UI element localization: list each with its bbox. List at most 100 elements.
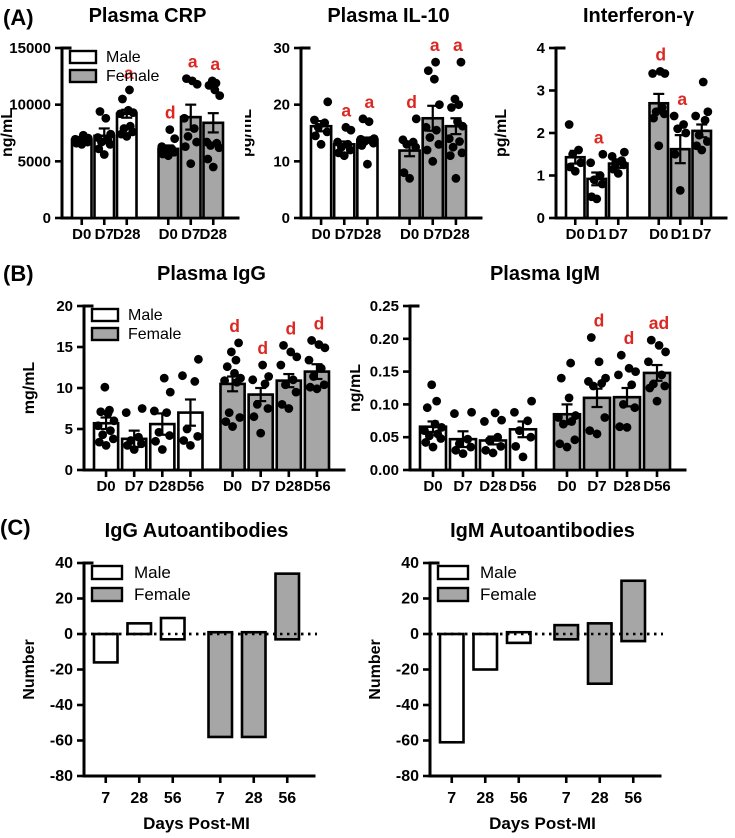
x-tick-label: D28 xyxy=(275,478,303,495)
bar xyxy=(159,616,186,641)
data-point xyxy=(428,156,438,166)
x-tick-label: D0 xyxy=(566,226,585,243)
data-point xyxy=(425,133,435,142)
y-tick-label: 40 xyxy=(401,555,419,572)
y-tick-label: 5000 xyxy=(18,153,51,170)
data-point xyxy=(514,426,524,436)
y-tick-label: 0 xyxy=(410,626,419,643)
data-point xyxy=(179,113,189,123)
y-tick-label: 0 xyxy=(537,210,545,227)
data-point xyxy=(698,77,708,87)
data-point xyxy=(137,404,147,413)
data-point xyxy=(316,363,326,373)
data-point xyxy=(405,173,414,183)
data-point xyxy=(106,426,115,436)
data-point xyxy=(584,377,593,386)
x-tick-label: D28 xyxy=(479,478,507,495)
y-tick-label: 10000 xyxy=(9,97,51,114)
data-point xyxy=(305,382,315,392)
data-point xyxy=(617,156,626,166)
data-point xyxy=(165,387,175,397)
chart-interferon-gamma: Interferon-γ pg/mL 0 1 2 3 4 D0 a D1 D7 d D0 a D1 D7 xyxy=(490,0,735,256)
data-point xyxy=(661,347,670,357)
data-point xyxy=(490,408,500,418)
y-tick-label: 0.10 xyxy=(370,396,399,413)
data-point xyxy=(208,162,218,172)
data-point xyxy=(493,432,503,442)
chart-title: IgM Autoantibodies xyxy=(450,520,635,542)
panel-a-row: Plasma CRP ng/mL 0 5000 10000 15000 D0 D7 a D28 d D… xyxy=(0,0,735,256)
data-point xyxy=(121,408,131,417)
legend-label: Male xyxy=(480,563,517,582)
panel-c-row: IgG Autoantibodies Number -80 -60 -40 -20 0 20 4… xyxy=(0,510,735,838)
data-point xyxy=(343,139,353,149)
y-tick-label: -40 xyxy=(50,697,73,714)
chart-title: Plasma IgM xyxy=(490,263,600,285)
data-point xyxy=(319,380,329,390)
data-point xyxy=(692,141,701,151)
data-point xyxy=(126,436,136,445)
data-point xyxy=(595,171,605,180)
data-point xyxy=(95,107,105,116)
x-tick-label: D0 xyxy=(557,478,576,495)
y-tick-label: 30 xyxy=(273,40,290,57)
data-point xyxy=(631,367,640,376)
data-point xyxy=(312,384,322,394)
panel-label-b: (B) xyxy=(3,261,34,286)
data-point xyxy=(137,439,146,449)
y-tick-label: 20 xyxy=(401,591,419,608)
data-point xyxy=(316,139,326,149)
data-point xyxy=(248,375,258,385)
legend-swatch xyxy=(436,586,470,603)
bar xyxy=(472,632,499,671)
y-axis-label: ng/mL xyxy=(350,364,364,412)
axes xyxy=(299,46,483,220)
y-tick-label: -80 xyxy=(396,768,419,785)
data-point xyxy=(236,373,245,383)
data-point xyxy=(279,340,288,350)
x-tick-label: D0 xyxy=(423,478,442,495)
y-tick-label: 20 xyxy=(55,591,73,608)
data-point xyxy=(607,151,617,161)
bar xyxy=(92,632,119,664)
y-tick-label: -20 xyxy=(396,662,419,679)
legend-swatch xyxy=(68,68,98,84)
data-point xyxy=(170,134,180,144)
x-tick-label: D7 xyxy=(609,226,628,243)
panel-label-a: (A) xyxy=(3,5,34,30)
data-point xyxy=(681,128,691,138)
bar xyxy=(553,623,580,641)
data-point xyxy=(420,426,429,436)
sig-letter: d xyxy=(257,338,268,358)
data-point xyxy=(600,413,610,422)
data-point xyxy=(622,422,632,432)
y-tick-label: 15000 xyxy=(9,40,51,57)
axes xyxy=(60,46,240,220)
data-point xyxy=(652,396,662,406)
data-point xyxy=(451,445,461,455)
x-tick-label: 28 xyxy=(245,790,263,807)
data-point xyxy=(310,115,319,125)
data-point xyxy=(427,380,437,390)
data-point xyxy=(597,179,607,189)
y-axis-label: pg/mL xyxy=(245,109,255,157)
data-point xyxy=(222,362,232,372)
sig-letter: a xyxy=(341,100,351,120)
data-point xyxy=(105,405,114,415)
data-point xyxy=(433,429,443,439)
sig-letter: a xyxy=(453,35,463,55)
data-point xyxy=(277,400,287,409)
data-point xyxy=(654,340,664,350)
data-point xyxy=(100,382,110,392)
chart-plasma-igm: Plasma IgM ng/mL 0.00 0.05 0.10 0.15 0.20 0.25 D… xyxy=(347,256,735,510)
chart-title: Plasma CRP xyxy=(89,5,207,27)
data-point xyxy=(108,434,118,444)
data-point xyxy=(615,422,625,432)
data-point xyxy=(129,445,139,454)
data-point xyxy=(304,355,314,365)
data-point xyxy=(675,185,685,195)
bar xyxy=(240,630,267,739)
data-point xyxy=(151,436,160,446)
